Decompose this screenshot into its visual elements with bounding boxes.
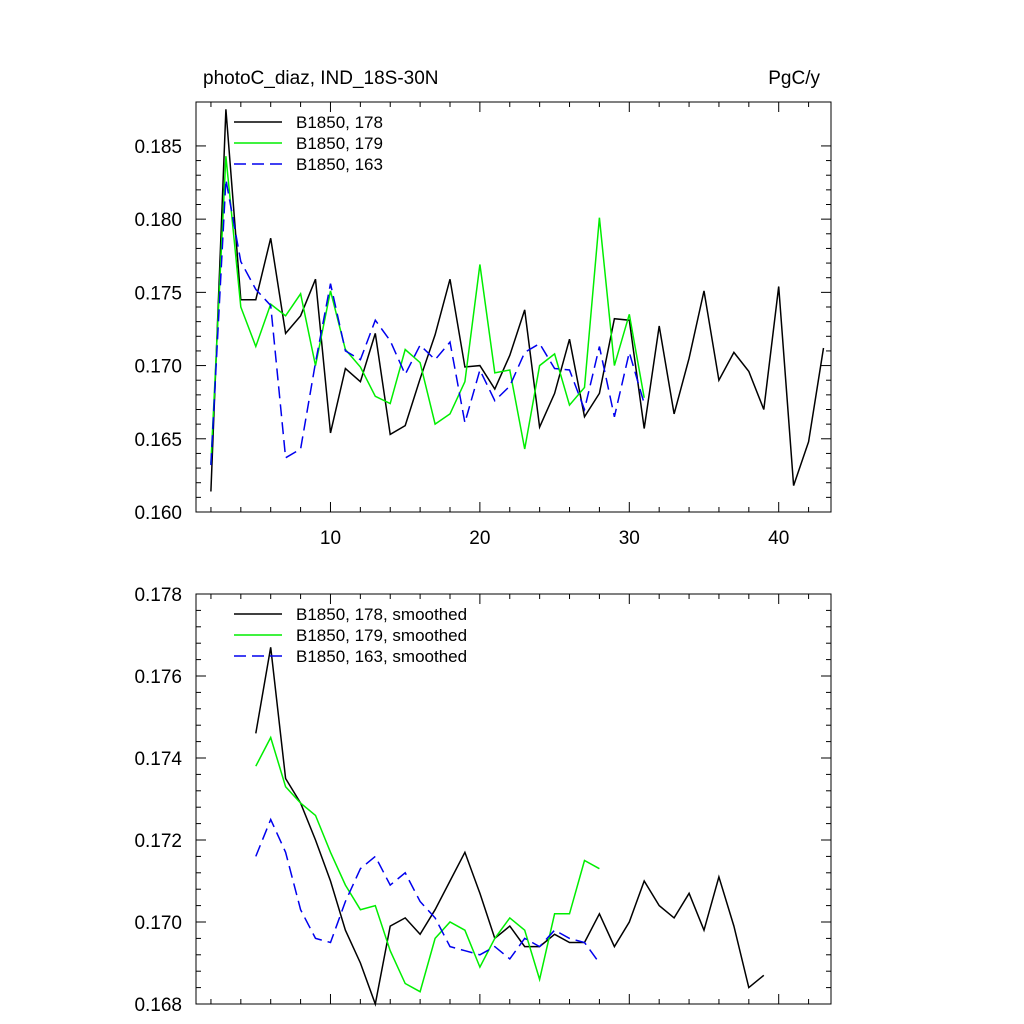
y-tick-label: 0.170 xyxy=(134,913,182,934)
x-tick-label: 20 xyxy=(469,528,490,549)
y-tick-label: 0.176 xyxy=(134,667,182,688)
bottom-panel: 0.168 0.170 0.172 0.174 0.176 0.178 B1850, 17… xyxy=(134,585,832,1016)
legend-label: B1850, 179, smoothed xyxy=(296,626,467,645)
y-tick-label: 0.165 xyxy=(134,430,182,451)
bottom-legend: B1850, 178, smoothed B1850, 179, smoothed… xyxy=(234,605,467,666)
units-label: PgC/y xyxy=(768,68,820,89)
legend-label: B1850, 178, smoothed xyxy=(296,605,467,624)
y-tick-label: 0.174 xyxy=(134,749,182,770)
series-line xyxy=(255,735,600,993)
x-tick-label: 40 xyxy=(768,528,789,549)
legend-label: B1850, 163 xyxy=(296,155,383,174)
bottom-axis-ticks: 0.168 0.170 0.172 0.174 0.176 0.178 xyxy=(134,585,831,1016)
y-tick-label: 0.185 xyxy=(134,137,182,158)
series-line xyxy=(255,647,765,1007)
legend-label: B1850, 179 xyxy=(296,134,383,153)
y-tick-label: 0.160 xyxy=(134,503,182,524)
y-tick-label: 0.170 xyxy=(134,357,182,378)
x-tick-label: 30 xyxy=(619,528,640,549)
series-line xyxy=(210,156,645,464)
y-tick-label: 0.168 xyxy=(134,995,182,1016)
top-legend: B1850, 178 B1850, 179 B1850, 163 xyxy=(234,113,383,174)
top-axis-ticks: 10 20 30 40 0.160 0.165 0.170 0.175 0.180 0.185 xyxy=(134,102,831,549)
legend-label: B1850, 178 xyxy=(296,113,383,132)
legend-label: B1850, 163, smoothed xyxy=(296,647,467,666)
y-tick-label: 0.172 xyxy=(134,831,182,852)
series-line xyxy=(255,817,601,964)
bottom-series-group xyxy=(255,647,765,1007)
bottom-plot-frame xyxy=(195,593,832,1005)
series-line xyxy=(210,179,645,466)
y-tick-label: 0.180 xyxy=(134,210,182,231)
chart-title: photoC_diaz, IND_18S-30N xyxy=(203,68,439,89)
y-tick-label: 0.178 xyxy=(134,585,182,606)
series-line xyxy=(210,109,825,492)
top-series-group xyxy=(210,109,825,492)
top-panel: photoC_diaz, IND_18S-30N PgC/y 10 20 30 40 0… xyxy=(134,68,832,549)
x-tick-label: 10 xyxy=(320,528,341,549)
y-tick-label: 0.175 xyxy=(134,283,182,304)
